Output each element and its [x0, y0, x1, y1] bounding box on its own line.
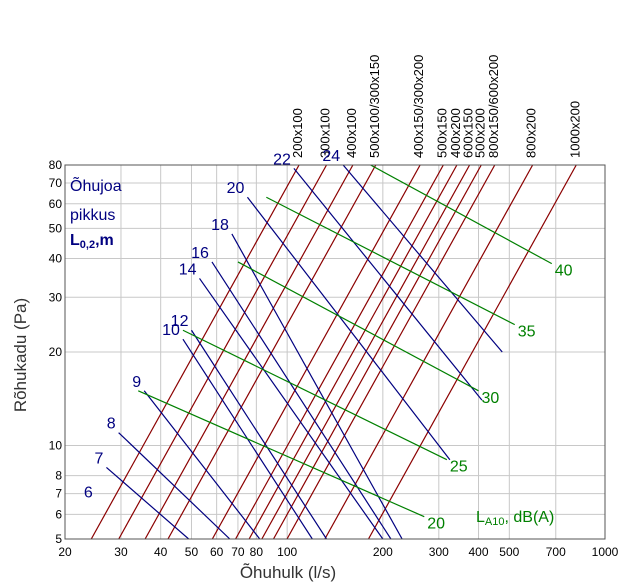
y-tick-label: 7	[55, 487, 62, 501]
length-line	[293, 168, 483, 401]
noise-line	[182, 329, 448, 461]
duct-line	[367, 165, 577, 539]
plot-frame	[64, 164, 606, 540]
noise-line	[266, 196, 516, 326]
length-line-label: 9	[132, 374, 141, 391]
y-tick-label: 5	[55, 532, 62, 546]
duct-size-label: 600x150	[461, 108, 476, 158]
length-line-label: 20	[227, 180, 245, 197]
y-tick-label: 40	[49, 252, 63, 266]
x-tick-label: 300	[429, 545, 449, 559]
y-tick-label: 30	[49, 290, 63, 304]
duct-size-label: 400x150/300x200	[411, 55, 426, 158]
noise-lines	[138, 165, 553, 518]
duct-size-label: 500x100/300x150	[367, 55, 382, 158]
x-tick-label: 700	[546, 545, 566, 559]
duct-size-label: 400x100	[344, 108, 359, 158]
duct-size-label: 800x150/600x200	[486, 55, 501, 158]
length-line-label: 8	[107, 416, 116, 433]
x-axis-title: Õhuhulk (l/s)	[240, 563, 336, 582]
x-tick-label: 500	[499, 545, 519, 559]
length-line	[106, 466, 190, 539]
x-tick-label: 60	[210, 545, 224, 559]
series-labels: 200x100 300x100 400x100 500x100/300x150 400x…	[84, 55, 582, 533]
noise-line	[370, 165, 553, 265]
duct-lines	[90, 165, 577, 539]
x-tick-label: 100	[277, 545, 297, 559]
noise-line-label: 20	[427, 516, 445, 533]
duct-line	[324, 165, 534, 539]
noise-line-label: 30	[482, 390, 500, 407]
duct-line	[144, 165, 354, 539]
duct-size-label: 1000x200	[567, 101, 582, 158]
length-line	[190, 329, 328, 539]
length-line-label: 7	[95, 450, 104, 467]
noise-line-label: 25	[450, 459, 468, 476]
length-line-label: 16	[191, 245, 209, 262]
duct-line	[235, 165, 444, 539]
length-line-label: 22	[273, 151, 291, 168]
y-tick-label: 70	[49, 176, 63, 190]
x-tick-label: 30	[114, 545, 128, 559]
noise-line	[237, 261, 479, 392]
length-lines	[106, 165, 503, 539]
y-tick-label: 50	[49, 221, 63, 235]
y-tick-label: 6	[55, 507, 62, 521]
length-line	[246, 196, 451, 461]
duct-size-label: 400x200	[448, 108, 463, 158]
length-line-label: 10	[162, 322, 180, 339]
duct-size-label: 200x100	[290, 108, 305, 158]
x-tick-label: 50	[185, 545, 199, 559]
length-legend-line-2: pikkus	[70, 207, 115, 224]
x-tick-label: 200	[373, 545, 393, 559]
length-line	[231, 233, 403, 539]
duct-line	[118, 165, 328, 539]
noise-line-label: 35	[518, 324, 536, 341]
x-tick-label: 40	[154, 545, 168, 559]
length-line-label: 12	[171, 313, 189, 330]
x-tick-label: 70	[231, 545, 245, 559]
x-tick-label: 1000	[592, 545, 619, 559]
length-line	[118, 432, 231, 539]
duct-line	[261, 165, 471, 539]
noise-line-label: 40	[555, 263, 573, 280]
x-tick-label: 400	[469, 545, 489, 559]
length-line-label: 14	[179, 261, 197, 278]
length-legend-line-1: Õhujoa	[70, 175, 122, 195]
length-line	[199, 278, 384, 539]
duct-line	[286, 165, 496, 539]
duct-line	[272, 165, 482, 539]
length-line	[143, 390, 261, 539]
y-tick-label: 8	[55, 469, 62, 483]
duct-line	[211, 165, 421, 539]
length-line-label: 24	[322, 148, 340, 165]
length-line-label: 6	[84, 485, 93, 502]
length-line-label: 18	[211, 217, 229, 234]
length-line	[342, 165, 503, 353]
length-line	[211, 261, 392, 539]
noise-line	[138, 390, 425, 518]
y-tick-label: 20	[49, 345, 63, 359]
y-tick-label: 60	[49, 197, 63, 211]
duct-size-label: 300x100	[318, 108, 333, 158]
duct-line	[90, 165, 300, 539]
tick-labels: 20 30 40 50 60 70 80 100 200 300 400 500 700 10005678…	[49, 158, 619, 559]
y-tick-label: 80	[49, 158, 63, 172]
x-tick-label: 80	[250, 545, 264, 559]
duct-size-label: 500x200	[472, 108, 487, 158]
y-axis-title: Rõhukadu (Pa)	[11, 298, 30, 412]
x-tick-label: 20	[58, 545, 72, 559]
y-tick-label: 10	[49, 439, 63, 453]
duct-size-label: 500x150	[434, 108, 449, 158]
duct-line	[248, 165, 458, 539]
duct-size-label: 800x200	[524, 108, 539, 158]
